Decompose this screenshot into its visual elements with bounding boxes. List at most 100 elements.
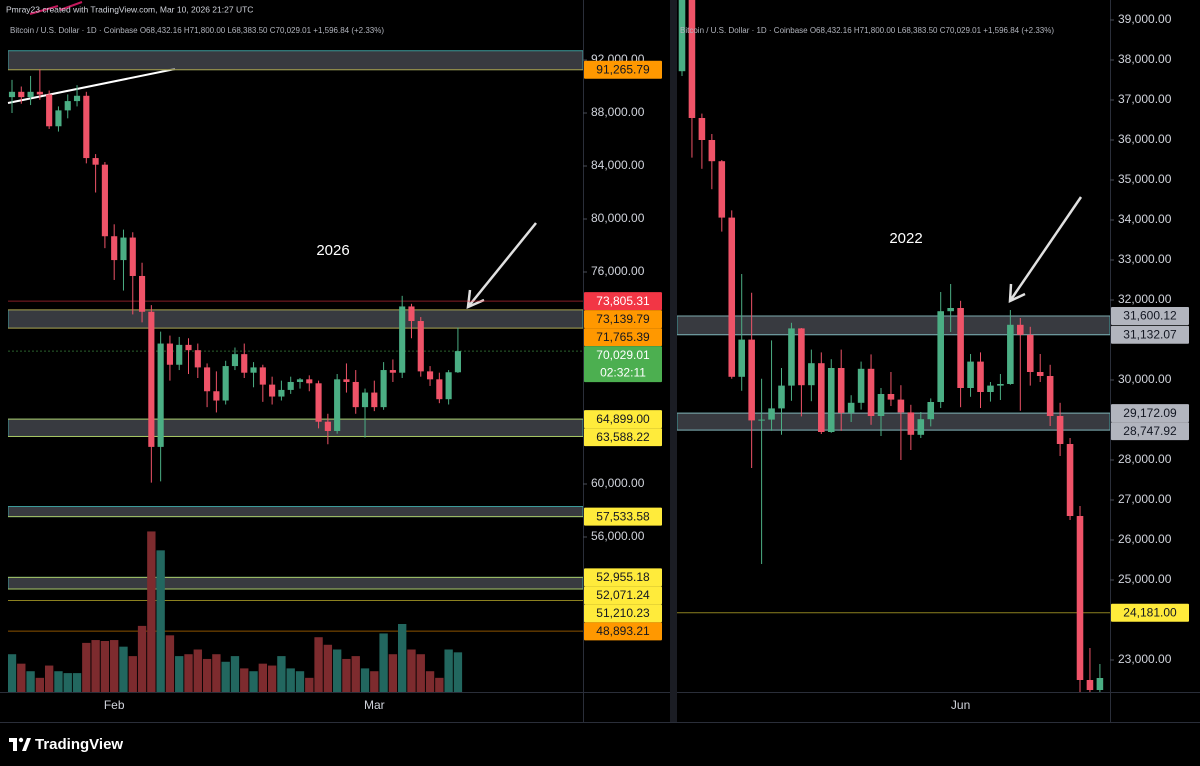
price-label: 70,029.01 bbox=[596, 348, 650, 362]
candle-body bbox=[129, 237, 136, 276]
candle-body bbox=[18, 91, 25, 98]
price-label-box bbox=[584, 346, 662, 383]
price-label: 52,071.24 bbox=[596, 588, 650, 602]
volume-bar bbox=[295, 671, 305, 692]
candle-body bbox=[157, 343, 164, 447]
candle-body bbox=[417, 321, 424, 372]
price-label-box bbox=[584, 622, 662, 641]
volume-bar bbox=[351, 656, 360, 692]
price-label: 52,955.18 bbox=[596, 570, 650, 584]
y-tick-label: 80,000.00 bbox=[591, 211, 645, 225]
arrow bbox=[1008, 196, 1083, 304]
price-label-box bbox=[584, 568, 662, 587]
candle-body bbox=[27, 91, 34, 98]
volume-bar bbox=[453, 652, 463, 692]
volume-bar bbox=[342, 658, 351, 692]
trend-line bbox=[7, 68, 176, 104]
candle-body bbox=[324, 421, 331, 431]
candle-body bbox=[708, 140, 716, 162]
volume-bar bbox=[156, 550, 165, 692]
candle-body bbox=[8, 91, 16, 98]
price-label-box bbox=[584, 292, 662, 311]
volume-bar bbox=[444, 649, 453, 692]
price-label: 57,533.58 bbox=[596, 509, 650, 523]
volume-bar bbox=[407, 649, 416, 692]
candle-body bbox=[897, 399, 905, 413]
candle-body bbox=[315, 383, 322, 422]
candle-body bbox=[204, 367, 211, 392]
candle-body bbox=[64, 101, 71, 111]
candle-body bbox=[818, 363, 825, 432]
candle-body bbox=[837, 368, 845, 413]
y-tick-label: 30,000.00 bbox=[1118, 372, 1172, 386]
candle-body bbox=[222, 366, 229, 401]
volume-bar bbox=[370, 671, 379, 692]
candle-body bbox=[887, 394, 895, 400]
legend: Bitcoin / U.S. Dollar · 1D · Coinbase O6… bbox=[680, 26, 1054, 35]
candle-body bbox=[73, 95, 81, 102]
candle-body bbox=[120, 237, 127, 261]
candle-body bbox=[1017, 324, 1024, 335]
candle-body bbox=[176, 344, 183, 365]
candle-body bbox=[847, 402, 855, 413]
candle-body bbox=[688, 0, 696, 118]
x-tick-label: Feb bbox=[104, 698, 125, 712]
price-label: 71,765.39 bbox=[596, 330, 650, 344]
candle-body bbox=[987, 385, 994, 392]
price-label-box bbox=[584, 410, 662, 429]
zone bbox=[8, 506, 583, 518]
candle-body bbox=[718, 161, 726, 218]
volume-bar bbox=[184, 654, 193, 692]
candle-body bbox=[917, 419, 925, 435]
y-tick-label: 28,000.00 bbox=[1118, 452, 1172, 466]
volume-bar bbox=[44, 665, 54, 692]
volume-bar bbox=[397, 624, 407, 692]
y-tick-label: 25,000.00 bbox=[1118, 572, 1172, 586]
x-tick-label: Mar bbox=[364, 698, 385, 712]
candle-body bbox=[1056, 416, 1064, 444]
price-label: 24,181.00 bbox=[1123, 605, 1177, 619]
candle-body bbox=[148, 311, 155, 447]
candle-body bbox=[788, 328, 795, 386]
volume-bar bbox=[249, 671, 258, 692]
volume-bar bbox=[277, 656, 286, 692]
candle-body bbox=[55, 110, 62, 127]
candle-body bbox=[728, 217, 736, 377]
candle-body bbox=[877, 394, 885, 416]
annotation: 2022 bbox=[889, 230, 922, 247]
candle-body bbox=[758, 419, 765, 421]
candle-body bbox=[426, 371, 434, 380]
candle-body bbox=[408, 306, 415, 322]
price-label: 28,747.92 bbox=[1123, 424, 1177, 438]
volume-bar bbox=[8, 654, 17, 692]
candle-body bbox=[798, 328, 805, 386]
volume-bar bbox=[267, 665, 277, 692]
candle-body bbox=[166, 343, 173, 365]
volume-bar bbox=[258, 663, 268, 692]
candle-body bbox=[306, 379, 313, 384]
price-label-box bbox=[1111, 422, 1189, 441]
zone bbox=[8, 418, 583, 437]
annotation: 2026 bbox=[316, 242, 349, 259]
candle-body bbox=[698, 118, 706, 140]
zone bbox=[8, 576, 583, 590]
price-label: 31,600.12 bbox=[1123, 309, 1177, 323]
y-tick-label: 84,000.00 bbox=[591, 158, 645, 172]
candle-body bbox=[907, 412, 915, 435]
candle-body bbox=[748, 339, 755, 421]
logo bbox=[9, 737, 31, 751]
candle-body bbox=[334, 379, 341, 431]
volume-bar bbox=[128, 656, 137, 692]
footer-brand: TradingView bbox=[35, 736, 123, 753]
candle-body bbox=[1026, 334, 1034, 372]
y-tick-label: 76,000.00 bbox=[591, 264, 645, 278]
candle-body bbox=[768, 408, 775, 420]
candle-body bbox=[857, 368, 865, 403]
volume-bar bbox=[72, 673, 82, 692]
candle-body bbox=[287, 381, 294, 390]
volume-bar bbox=[54, 671, 63, 692]
candle-body bbox=[927, 402, 935, 420]
price-label-box bbox=[584, 328, 662, 347]
candle-body bbox=[1046, 376, 1054, 416]
